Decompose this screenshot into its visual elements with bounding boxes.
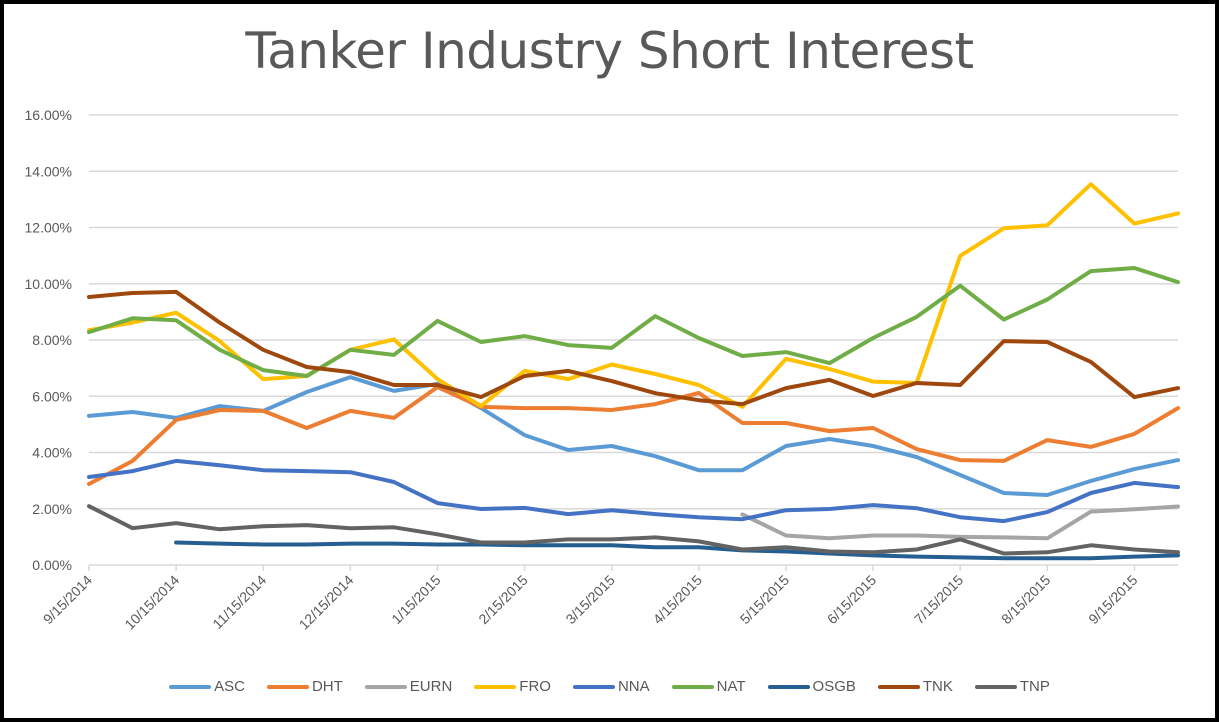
series-line-tnp <box>87 504 1180 556</box>
legend-item-tnk: TNK <box>877 678 953 695</box>
series-line-eurn <box>740 504 1180 541</box>
x-tick-label: 9/15/2014 <box>40 572 96 628</box>
x-tick-label: 9/15/2015 <box>1085 572 1141 628</box>
y-tick-label: 12.00% <box>25 220 72 236</box>
x-tick-label: 4/15/2015 <box>650 572 706 628</box>
x-tick-label: 3/15/2015 <box>562 572 618 628</box>
legend-item-asc: ASC <box>169 678 245 695</box>
legend-label: EURN <box>409 678 453 695</box>
legend: ASC DHT EURN FRO NNA NAT OSGB TNK TNP <box>0 678 1219 695</box>
legend-swatch-icon <box>974 684 1017 689</box>
legend-label: DHT <box>311 678 343 695</box>
legend-label: TNP <box>1019 678 1050 695</box>
x-tick-label: 6/15/2015 <box>824 572 880 628</box>
y-tick-label: 6.00% <box>32 388 72 404</box>
x-tick-label: 11/15/2014 <box>209 572 269 632</box>
legend-label: TNK <box>922 678 953 695</box>
y-tick-label: 14.00% <box>25 163 72 179</box>
x-tick-label: 2/15/2015 <box>475 572 531 628</box>
legend-label: NAT <box>716 678 746 695</box>
x-tick-label: 1/15/2015 <box>388 572 444 628</box>
legend-item-osgb: OSGB <box>767 678 856 695</box>
legend-item-tnp: TNP <box>974 678 1050 695</box>
x-axis: 9/15/2014 10/15/2014 11/15/2014 12/15/2014 1… <box>40 565 1141 633</box>
x-tick-label: 10/15/2014 <box>121 572 182 633</box>
legend-label: FRO <box>519 678 551 695</box>
legend-swatch-icon <box>474 684 517 689</box>
legend-item-nna: NNA <box>572 678 650 695</box>
y-tick-label: 4.00% <box>32 445 72 461</box>
y-tick-label: 16.00% <box>25 107 72 123</box>
legend-label: ASC <box>214 678 245 695</box>
series-line-fro <box>87 182 1180 409</box>
y-tick-label: 10.00% <box>25 276 72 292</box>
x-tick-label: 8/15/2015 <box>998 572 1054 628</box>
legend-swatch-icon <box>266 684 309 689</box>
legend-swatch-icon <box>364 684 407 689</box>
y-axis: 0.00% 2.00% 4.00% 6.00% 8.00% 10.00% 12.00% 14.… <box>25 107 72 573</box>
legend-swatch-icon <box>767 684 810 689</box>
legend-label: OSGB <box>812 678 856 695</box>
legend-swatch-icon <box>572 684 615 689</box>
series-line-nat <box>87 266 1180 378</box>
y-tick-label: 2.00% <box>32 501 72 517</box>
series-line-tnk <box>87 289 1180 407</box>
y-tick-label: 8.00% <box>32 332 72 348</box>
series-line-osgb <box>174 540 1180 561</box>
legend-item-nat: NAT <box>671 678 746 695</box>
series-line-dht <box>87 385 1180 486</box>
legend-label: NNA <box>617 678 650 695</box>
legend-item-eurn: EURN <box>364 678 453 695</box>
x-tick-label: 7/15/2015 <box>911 572 967 628</box>
series-line-asc <box>87 375 1180 497</box>
series-lines <box>87 182 1180 561</box>
series-line-nna <box>87 458 1180 524</box>
legend-item-dht: DHT <box>266 678 343 695</box>
legend-item-fro: FRO <box>474 678 551 695</box>
x-tick-label: 12/15/2014 <box>296 572 357 633</box>
x-tick-label: 5/15/2015 <box>737 572 793 628</box>
y-tick-label: 0.00% <box>32 557 72 573</box>
chart-title: Tanker Industry Short Interest <box>245 22 974 80</box>
legend-swatch-icon <box>877 684 920 689</box>
legend-swatch-icon <box>169 684 212 689</box>
legend-swatch-icon <box>671 684 714 689</box>
